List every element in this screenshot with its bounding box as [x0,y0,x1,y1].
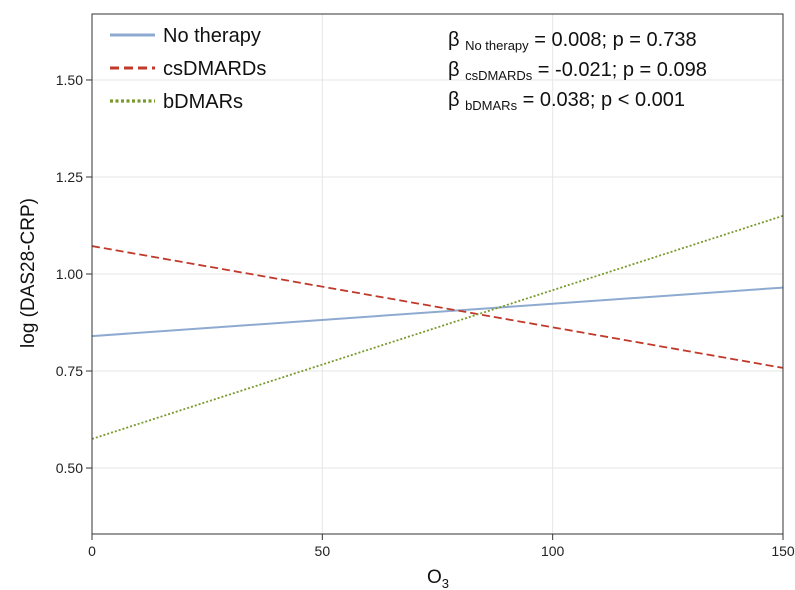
annotation-symbol: β [448,29,465,51]
series-line-no-therapy [91,286,784,338]
annotation-value: = 0.038; p < 0.001 [517,89,685,111]
y-tick-label: 0.50 [56,460,83,476]
annotation-value: = -0.021; p = 0.098 [532,59,707,81]
y-tick-label: 0.75 [56,363,83,379]
legend: No therapy csDMARDs bDMARs [110,25,266,113]
y-axis-title: log (DAS28-CRP) [18,198,39,348]
y-tick-label: 1.00 [56,266,83,282]
x-tick-label: 0 [88,543,96,559]
x-axis-title-sub: 3 [442,576,449,590]
x-axis-title-main: O [427,567,442,588]
legend-label: bDMARs [163,91,243,113]
legend-label: csDMARDs [163,58,266,80]
y-axis-ticks: 0.50 0.75 1.00 1.25 1.50 [56,72,92,476]
x-axis-ticks: 0 50 100 150 [88,534,795,559]
x-tick-label: 50 [315,543,331,559]
annotation-symbol: β [448,59,465,81]
annotation-value: = 0.008; p = 0.738 [529,29,697,51]
annotation-subscript: No therapy [465,38,529,53]
x-tick-label: 100 [541,543,565,559]
x-axis-title: O3 [427,567,449,590]
annotation-subscript: bDMARs [465,98,518,113]
annotation-text: β No therapy = 0.008; p = 0.738 [448,29,697,53]
y-tick-label: 1.25 [56,169,83,185]
annotation-text: β csDMARDs = -0.021; p = 0.098 [448,59,707,83]
annotation-symbol: β [448,89,465,111]
annotation-text: β bDMARs = 0.038; p < 0.001 [448,89,685,113]
series-line-bdmars [91,214,784,440]
annotation-subscript: csDMARDs [465,68,533,83]
x-tick-label: 150 [771,543,795,559]
legend-label: No therapy [163,25,261,47]
series-line-csdmards [91,245,784,369]
series-group [91,214,784,440]
y-tick-label: 1.50 [56,72,83,88]
